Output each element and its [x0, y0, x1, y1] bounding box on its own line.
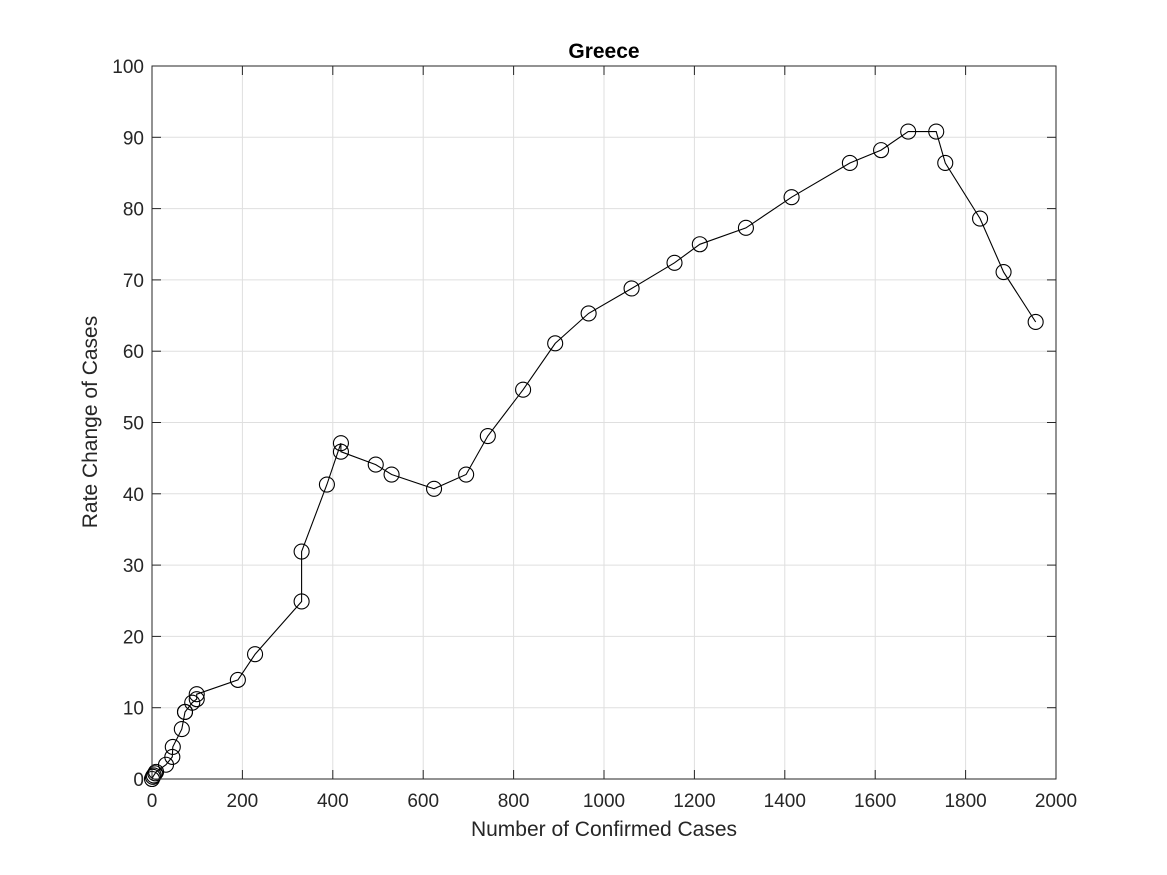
x-tick-label: 1800 [944, 791, 986, 812]
data-point [164, 748, 181, 765]
x-tick-label: 1600 [854, 791, 896, 812]
data-point [293, 593, 310, 610]
data-point [144, 768, 161, 785]
data-point [164, 738, 181, 755]
y-tick-label: 60 [123, 342, 144, 363]
data-point [623, 280, 640, 297]
x-tick-label: 2000 [1035, 791, 1077, 812]
data-point [367, 456, 384, 473]
chart-title: Greece [568, 40, 639, 63]
data-point [479, 427, 496, 445]
y-tick-label: 90 [123, 128, 144, 149]
y-axis-label: Rate Change of Cases [79, 316, 102, 528]
data-point [332, 435, 349, 452]
data-point [737, 219, 754, 236]
data-point [900, 123, 917, 140]
data-point [515, 381, 532, 398]
data-point [293, 543, 310, 560]
data-point [147, 765, 164, 782]
data-point [425, 480, 443, 497]
x-tick-label: 1000 [583, 791, 625, 812]
x-tick-label: 600 [407, 791, 439, 812]
y-tick-label: 100 [112, 57, 144, 78]
data-point [995, 264, 1012, 281]
data-point [332, 443, 349, 460]
x-tick-label: 800 [498, 791, 530, 812]
data-point [383, 466, 400, 483]
data-point [318, 476, 335, 493]
y-tick-label: 40 [123, 485, 144, 506]
x-tick-label: 1200 [673, 791, 715, 812]
data-point [547, 335, 564, 352]
data-point [691, 236, 708, 253]
data-point [188, 691, 205, 708]
data-point [247, 646, 264, 663]
x-tick-label: 1400 [764, 791, 806, 812]
data-point [928, 123, 945, 140]
data-point [873, 142, 890, 159]
x-tick-label: 0 [147, 791, 158, 812]
x-axis-label: Number of Confirmed Cases [471, 818, 737, 841]
data-series [143, 123, 1044, 788]
y-tick-label: 10 [123, 699, 144, 720]
grid [151, 65, 1057, 780]
data-point [188, 686, 205, 703]
data-point [937, 154, 954, 172]
data-point [184, 694, 201, 711]
data-point [666, 254, 683, 271]
data-point [972, 210, 989, 227]
data-point [783, 189, 800, 206]
data-point [173, 721, 190, 738]
x-tick-label: 400 [317, 791, 349, 812]
x-tick-label: 200 [227, 791, 259, 812]
y-tick-label: 30 [123, 556, 144, 577]
y-tick-label: 50 [123, 414, 144, 435]
data-point [841, 154, 858, 172]
data-point [580, 305, 597, 322]
y-tick-label: 70 [123, 271, 144, 292]
y-tick-label: 0 [133, 770, 144, 791]
data-point [229, 671, 246, 688]
data-point [458, 466, 475, 483]
axis-ticks: 0 200 400 600 800 1000 1200 1400 1600 1800 2000 0 10… [112, 57, 1077, 812]
series-line [151, 131, 1037, 780]
y-tick-label: 20 [123, 627, 144, 648]
y-tick-label: 80 [123, 200, 144, 221]
data-point [1027, 313, 1044, 331]
data-point [145, 767, 162, 784]
